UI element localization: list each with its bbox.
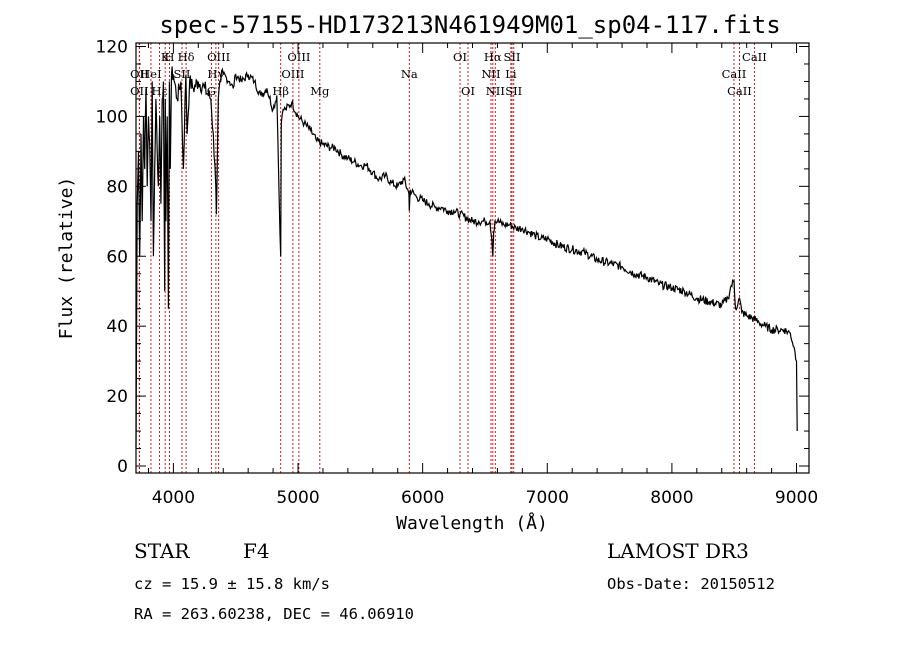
redshift-velocity: cz = 15.9 ± 15.8 km/s bbox=[134, 575, 330, 593]
observation-date: Obs-Date: 20150512 bbox=[607, 575, 775, 593]
line-marker-label: Li bbox=[505, 67, 517, 81]
line-marker-label: K bbox=[161, 50, 170, 64]
line-marker-label: G bbox=[207, 84, 216, 98]
object-class: STAR bbox=[134, 539, 190, 563]
line-marker-label: OIII bbox=[281, 67, 304, 81]
x-tick-label: 9000 bbox=[775, 488, 818, 508]
x-axis-label: Wavelength (Å) bbox=[396, 512, 548, 534]
line-marker-label: OI bbox=[461, 84, 475, 98]
line-marker-label: Hγ bbox=[207, 67, 224, 81]
line-marker-label: OIII bbox=[287, 50, 310, 64]
coordinates: RA = 263.60238, DEC = 46.06910 bbox=[134, 605, 414, 623]
line-marker-label: Hε bbox=[152, 84, 168, 98]
line-marker-label: OI bbox=[453, 50, 467, 64]
y-tick-label: 80 bbox=[106, 177, 128, 197]
line-marker-label: Hβ bbox=[272, 84, 289, 98]
y-axis-ticks: 0 20 40 60 80 100 120 bbox=[96, 37, 809, 477]
line-marker-label: OII bbox=[130, 84, 149, 98]
line-marker-label: CaII bbox=[727, 84, 752, 98]
y-tick-label: 40 bbox=[106, 317, 128, 337]
line-marker-label: H bbox=[165, 50, 175, 64]
line-marker-label: SII bbox=[174, 67, 191, 81]
line-marker-label: Hα bbox=[484, 50, 502, 64]
line-marker-label: OII bbox=[130, 67, 149, 81]
chart-title: spec-57155-HD173213N461949M01_sp04-117.f… bbox=[159, 11, 780, 39]
line-marker-label: HeI bbox=[140, 67, 161, 81]
x-tick-label: 4000 bbox=[152, 488, 195, 508]
spectrum-line bbox=[135, 66, 798, 449]
line-marker-label: SII bbox=[504, 50, 521, 64]
x-tick-label: 8000 bbox=[650, 488, 693, 508]
line-marker-label: CaII bbox=[722, 67, 747, 81]
survey-name: LAMOST DR3 bbox=[607, 539, 749, 563]
line-marker-label: NII bbox=[486, 84, 505, 98]
line-marker-label: Na bbox=[401, 67, 418, 81]
line-marker-label: Mg bbox=[310, 84, 330, 98]
line-marker-label: NII bbox=[481, 67, 500, 81]
line-marker-label: Hδ bbox=[178, 50, 195, 64]
x-tick-label: 7000 bbox=[526, 488, 569, 508]
y-tick-label: 0 bbox=[117, 457, 128, 477]
line-marker-label: SII bbox=[505, 84, 522, 98]
line-marker-label: CaII bbox=[742, 50, 767, 64]
object-subclass: F4 bbox=[243, 539, 270, 563]
x-tick-label: 6000 bbox=[401, 488, 444, 508]
line-markers bbox=[138, 43, 755, 473]
y-tick-label: 20 bbox=[106, 387, 128, 407]
x-tick-label: 5000 bbox=[276, 488, 319, 508]
y-tick-label: 60 bbox=[106, 247, 128, 267]
plot-frame bbox=[135, 42, 810, 474]
y-tick-label: 100 bbox=[96, 107, 128, 127]
y-tick-label: 120 bbox=[96, 37, 128, 57]
x-axis-ticks: 4000 5000 6000 7000 8000 9000 bbox=[147, 43, 818, 508]
line-marker-label: OIII bbox=[207, 50, 230, 64]
y-axis-label: Flux (relative) bbox=[56, 177, 77, 340]
